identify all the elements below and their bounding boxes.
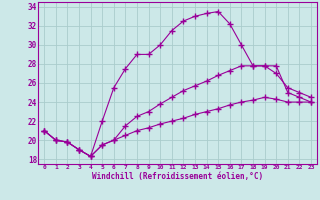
- X-axis label: Windchill (Refroidissement éolien,°C): Windchill (Refroidissement éolien,°C): [92, 172, 263, 181]
